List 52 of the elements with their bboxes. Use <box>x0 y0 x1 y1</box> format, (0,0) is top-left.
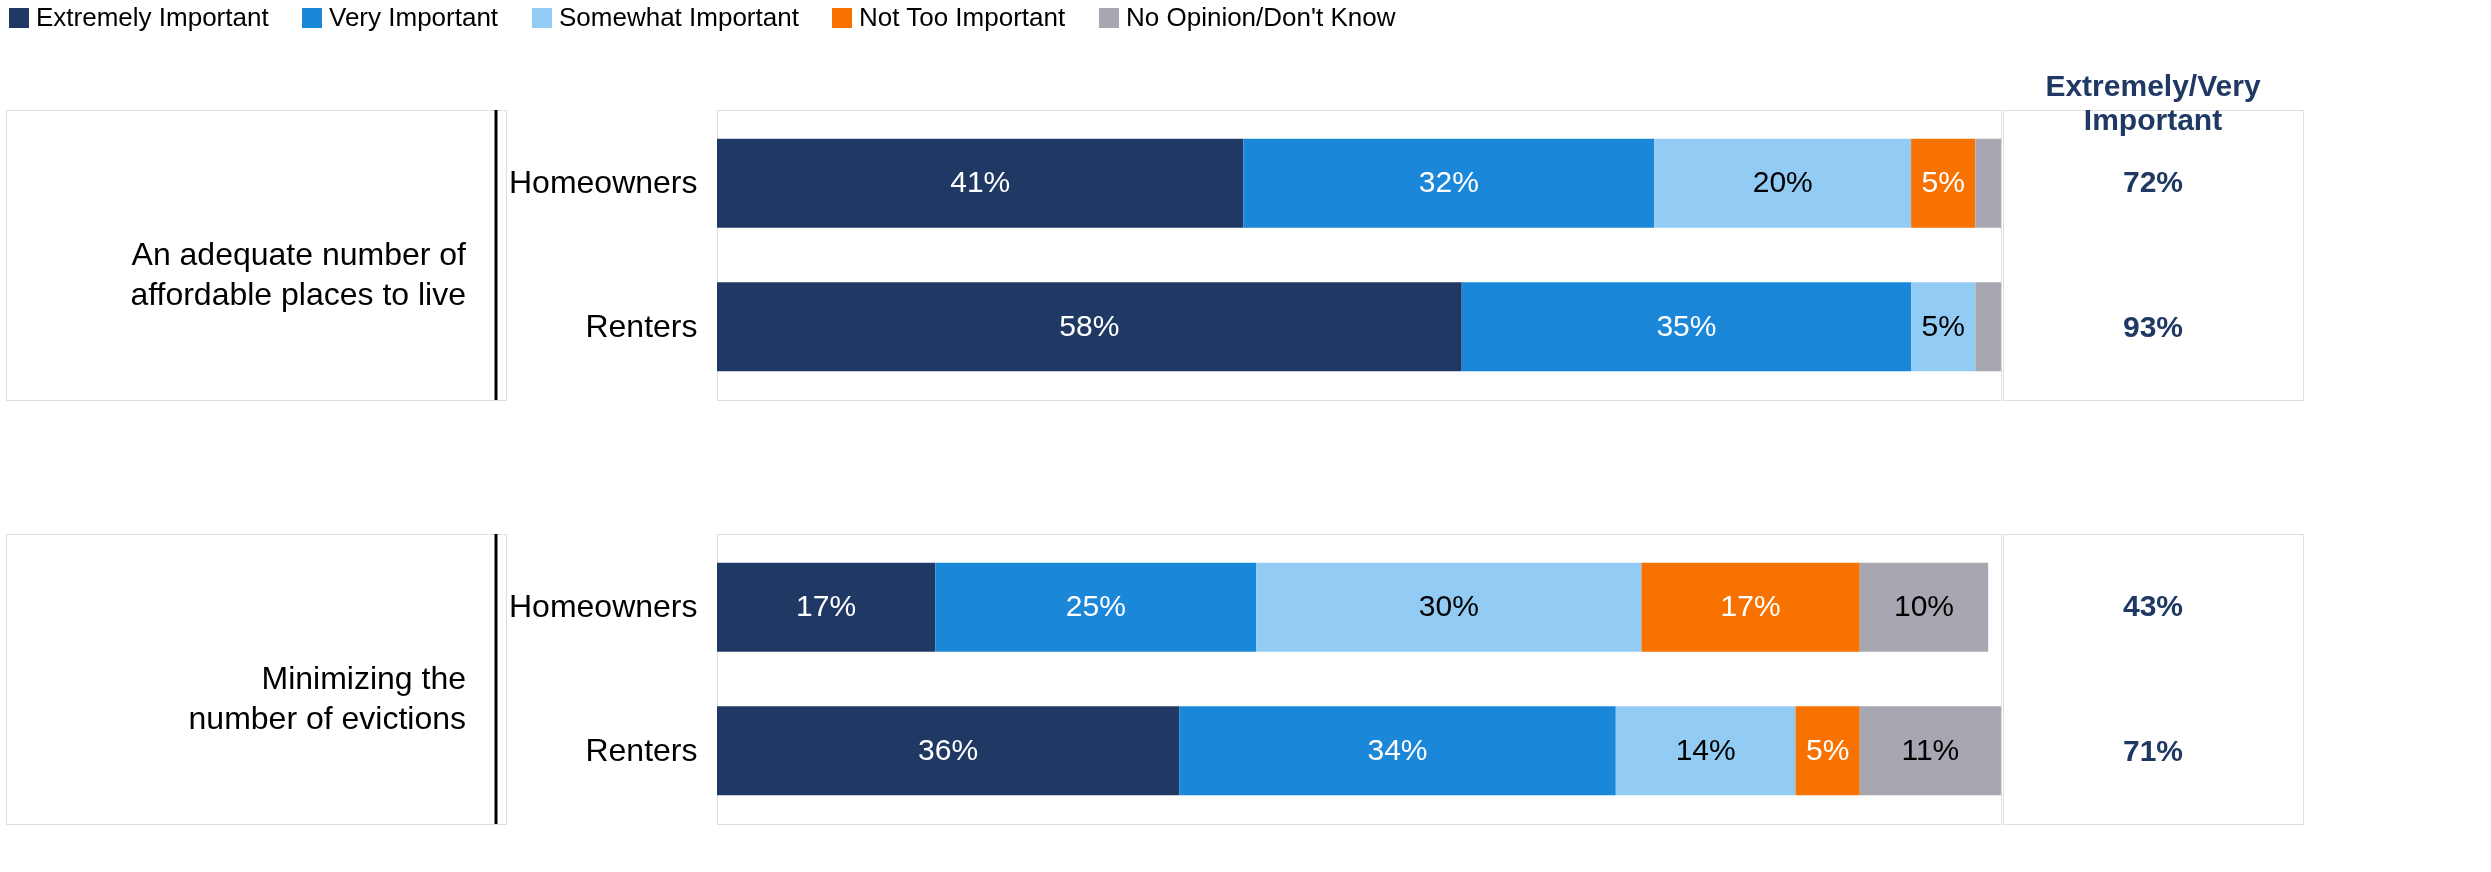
bar <box>1859 562 1989 652</box>
data-label: 36% <box>918 732 979 766</box>
data-label: 10% <box>1893 589 1954 623</box>
data-label: 17% <box>1720 589 1781 623</box>
y-tick-label: Homeowners <box>508 164 698 201</box>
bar <box>717 562 936 652</box>
data-label: 11% <box>1901 732 1960 766</box>
data-label: 14% <box>1675 732 1736 766</box>
text: 72% <box>2122 164 2184 198</box>
bar <box>1179 706 1616 796</box>
bar <box>1859 706 2001 796</box>
bar <box>935 562 1257 652</box>
bar <box>1243 138 1655 228</box>
bar <box>1795 706 1860 796</box>
bar <box>717 138 1244 228</box>
data-label: 5% <box>1921 308 1965 342</box>
y-tick-label: Renters <box>585 731 698 768</box>
data-label: 34% <box>1367 732 1428 766</box>
data-label: 20% <box>1752 165 1813 199</box>
bar <box>1975 282 2001 372</box>
bar <box>717 706 1180 796</box>
bar <box>1654 138 1912 228</box>
y-tick-label: Renters <box>585 307 698 344</box>
text: Extremely/Very Important <box>2045 69 2261 136</box>
bar <box>1911 138 1976 228</box>
bar <box>1911 282 1976 372</box>
data-label: 32% <box>1418 165 1479 199</box>
bar <box>717 282 1462 372</box>
data-label: 25% <box>1065 589 1126 623</box>
bar <box>1975 138 2001 228</box>
y-axis-title: An adequate number of affordable places to live <box>130 236 467 312</box>
legend-label: Extremely Important <box>36 2 270 32</box>
bar <box>1256 562 1642 652</box>
data-label: 5% <box>1921 165 1965 199</box>
legend-label: No Opinion/Don't Know <box>1126 2 1396 32</box>
text: 43% <box>2122 588 2184 622</box>
legend-label: Not Too Important <box>859 2 1066 32</box>
y-tick-label: Homeowners <box>508 588 698 625</box>
bar <box>1461 282 1912 372</box>
legend-label: Very Important <box>329 2 499 32</box>
text: 93% <box>2122 309 2184 343</box>
bar <box>1615 706 1796 796</box>
text: 71% <box>2122 733 2184 767</box>
bar <box>1641 562 1860 652</box>
data-label: 30% <box>1418 589 1479 623</box>
data-label: 41% <box>950 165 1011 199</box>
legend-label: Somewhat Important <box>559 2 800 32</box>
data-label: 5% <box>1805 732 1850 766</box>
data-label: 17% <box>796 589 857 623</box>
y-axis-title: Minimizing the number of evictions <box>188 660 466 736</box>
data-label: 58% <box>1059 308 1120 342</box>
data-label: 35% <box>1656 308 1717 342</box>
